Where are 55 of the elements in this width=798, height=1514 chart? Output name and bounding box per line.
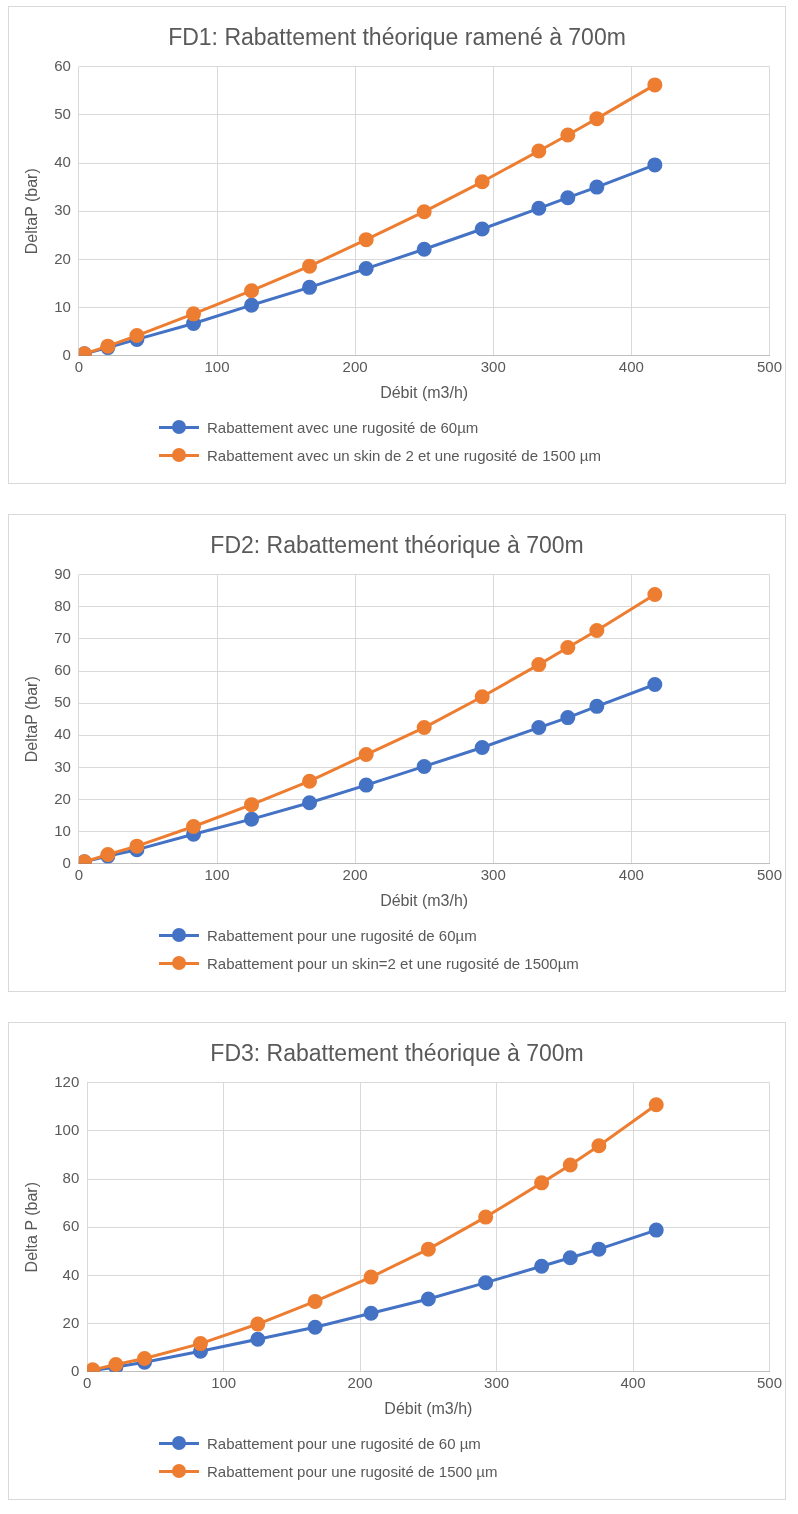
legend-label: Rabattement pour une rugosité de 60 µm <box>207 1434 481 1452</box>
y-tick-label: 10 <box>54 821 71 839</box>
y-tick-label: 0 <box>62 345 71 363</box>
y-axis-title: Delta P (bar) <box>23 1182 41 1273</box>
legend-label: Rabattement pour une rugosité de 60µm <box>207 926 477 944</box>
y-tick-label: 80 <box>54 596 71 614</box>
y-tick-label: 30 <box>54 757 71 775</box>
x-tick-label: 400 <box>618 865 644 883</box>
y-tick-label: 60 <box>62 1217 80 1235</box>
x-tick-label: 500 <box>756 357 782 375</box>
legend-label: Rabattement avec une rugosité de 60µm <box>207 418 479 436</box>
y-tick-label: 40 <box>54 153 71 171</box>
x-tick-label: 200 <box>342 357 368 375</box>
x-tick-label: 400 <box>620 1373 646 1391</box>
y-tick-label: 120 <box>54 1072 80 1090</box>
y-axis-title: DeltaP (bar) <box>23 168 41 255</box>
x-tick-label: 500 <box>756 1373 782 1391</box>
y-tick-label: 50 <box>54 104 71 122</box>
x-tick-label: 100 <box>204 357 230 375</box>
x-tick-label: 100 <box>204 865 230 883</box>
x-tick-label: 300 <box>484 1373 510 1391</box>
y-tick-label: 90 <box>54 564 71 582</box>
legend-label: Rabattement pour une rugosité de 1500 µm <box>207 1462 498 1480</box>
x-tick-label: 300 <box>480 865 506 883</box>
y-tick-label: 80 <box>62 1169 80 1187</box>
y-tick-label: 20 <box>54 789 71 807</box>
y-tick-label: 40 <box>62 1265 80 1283</box>
chart-title: FD3: Rabattement théorique à 700m <box>210 1040 584 1067</box>
y-tick-label: 0 <box>62 853 71 871</box>
y-tick-label: 70 <box>54 629 71 647</box>
y-tick-label: 20 <box>54 249 71 267</box>
x-axis-title: Débit (m3/h) <box>384 1399 473 1417</box>
y-tick-label: 0 <box>70 1361 80 1379</box>
x-tick-label: 200 <box>347 1373 373 1391</box>
x-tick-label: 0 <box>83 1373 92 1391</box>
chart-title: FD2: Rabattement théorique à 700m <box>210 532 584 559</box>
y-tick-label: 60 <box>54 661 71 679</box>
y-axis-title: DeltaP (bar) <box>23 676 41 763</box>
y-tick-label: 10 <box>54 297 71 315</box>
x-tick-label: 100 <box>211 1373 237 1391</box>
y-tick-label: 30 <box>54 201 71 219</box>
y-tick-label: 100 <box>54 1120 80 1138</box>
x-tick-label: 400 <box>618 357 644 375</box>
y-tick-label: 20 <box>62 1313 80 1331</box>
x-tick-label: 200 <box>342 865 368 883</box>
x-tick-label: 300 <box>480 357 506 375</box>
y-tick-label: 40 <box>54 725 71 743</box>
y-tick-label: 50 <box>54 693 71 711</box>
x-axis-title: Débit (m3/h) <box>380 891 469 909</box>
chart-title: FD1: Rabattement théorique ramené à 700m <box>168 24 626 51</box>
x-axis-title: Débit (m3/h) <box>380 383 469 401</box>
legend-label: Rabattement avec un skin de 2 et une rugosité de 1500 µm <box>207 446 601 464</box>
y-tick-label: 60 <box>54 56 71 74</box>
legend-label: Rabattement pour un skin=2 et une rugosité de 1500µm <box>207 954 579 972</box>
x-tick-label: 500 <box>756 865 782 883</box>
